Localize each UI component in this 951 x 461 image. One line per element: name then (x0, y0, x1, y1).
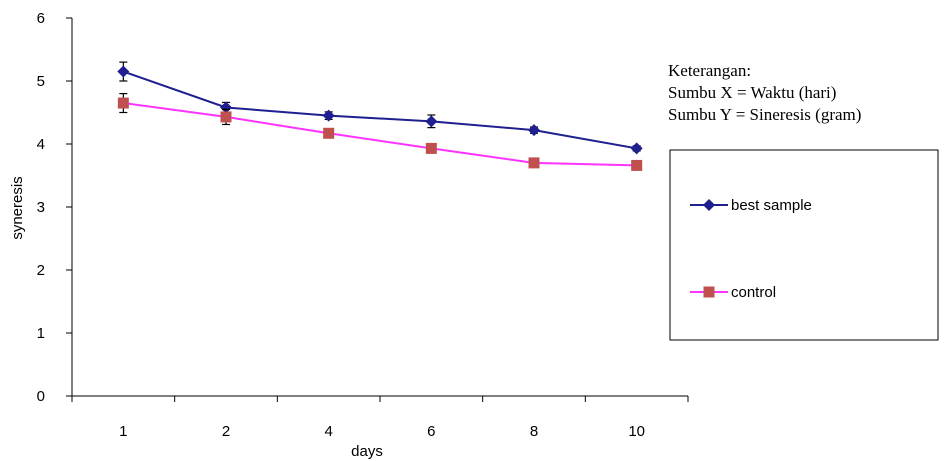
y-tick-label: 5 (37, 73, 45, 90)
data-point-diamond (528, 124, 540, 137)
y-tick-label: 3 (37, 199, 45, 216)
legend-box (669, 149, 939, 341)
data-point-square (528, 157, 540, 169)
legend-item: best sample (690, 197, 812, 214)
data-point-diamond (630, 142, 643, 155)
y-axis-title: syneresis (9, 176, 26, 239)
data-point-diamond (117, 65, 130, 78)
y-tick-label: 2 (37, 262, 45, 279)
x-tick-label: 2 (222, 423, 230, 440)
data-point-square (631, 159, 643, 171)
note-y-axis: Sumbu Y = Sineresis (gram) (668, 105, 862, 124)
y-tick-label: 1 (37, 325, 45, 342)
x-tick-label: 1 (119, 423, 127, 440)
x-tick-label: 10 (628, 423, 645, 440)
series-line (123, 70, 637, 150)
x-tick-label: 4 (324, 423, 332, 440)
series-line (123, 102, 637, 167)
legend-label: best sample (731, 197, 812, 214)
legend-marker-square (703, 286, 715, 298)
x-tick-label: 6 (427, 423, 435, 440)
legend-item: control (690, 284, 776, 301)
data-point-diamond (425, 115, 438, 128)
data-point-square (220, 111, 232, 123)
series-control (117, 92, 643, 171)
x-axis-title: days (351, 443, 383, 460)
data-point-diamond (322, 109, 335, 122)
x-ticks: 1 2 4 6 8 10 (71, 396, 689, 440)
legend-marker-diamond (703, 199, 715, 211)
data-point-square (323, 127, 335, 139)
data-point-square (117, 97, 129, 109)
axes (71, 18, 688, 397)
data-point-diamond (220, 101, 232, 114)
series-layer (117, 61, 643, 171)
note-heading: Keterangan: (668, 61, 752, 80)
y-ticks: 0 1 2 3 4 5 6 (37, 10, 72, 405)
y-tick-label: 6 (37, 10, 45, 27)
legend-label: control (731, 284, 776, 301)
y-tick-label: 4 (37, 136, 45, 153)
series-best-sample (117, 61, 643, 155)
note-x-axis: Sumbu X = Waktu (hari) (668, 83, 837, 102)
y-tick-label: 0 (37, 388, 45, 405)
x-tick-label: 8 (530, 423, 538, 440)
legend: best sample control (669, 149, 939, 341)
annotation-note: Keterangan: Sumbu X = Waktu (hari) Sumbu… (668, 60, 861, 126)
data-point-square (425, 142, 437, 154)
